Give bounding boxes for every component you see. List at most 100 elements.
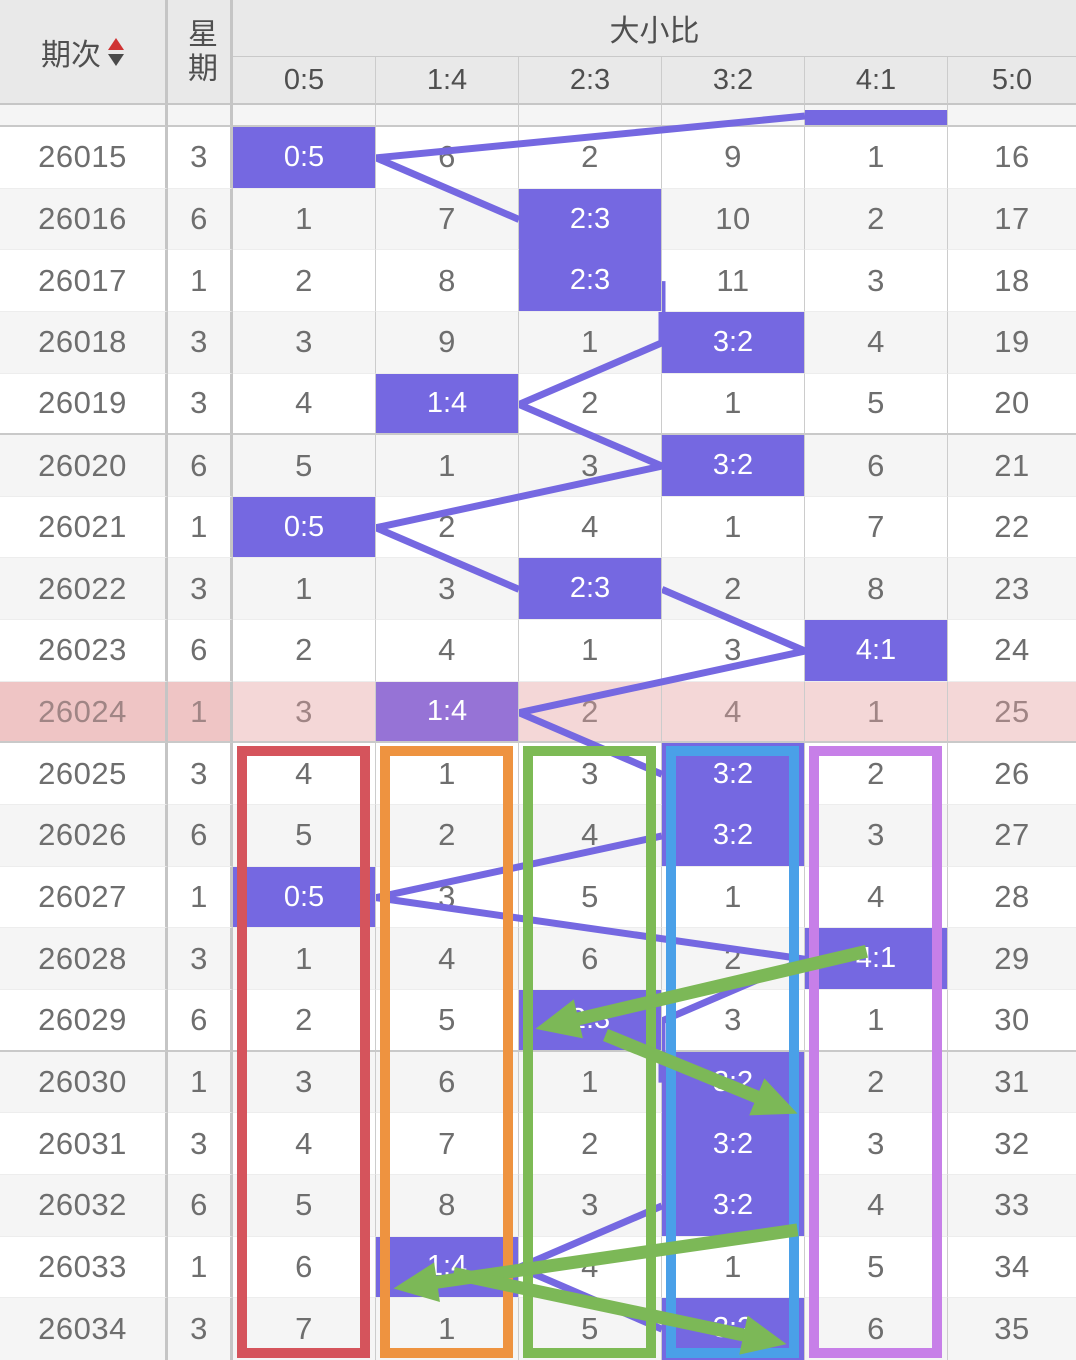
miss-count-cell: 1	[805, 989, 948, 1052]
period-cell: 26024	[0, 681, 168, 744]
miss-count-cell: 4	[519, 805, 662, 867]
miss-count-cell: 35	[948, 1298, 1076, 1360]
miss-count-cell: 24	[948, 620, 1076, 682]
period-cell: 26022	[0, 558, 168, 621]
miss-count-cell: 6	[519, 928, 662, 990]
miss-count-cell: 10	[662, 188, 805, 251]
miss-count-cell: 7	[805, 496, 948, 559]
miss-count-cell: 17	[948, 188, 1076, 251]
period-cell: 26017	[0, 250, 168, 312]
partial-prev-stat-cell	[376, 105, 519, 127]
ratio-hit-cell: 3:2	[662, 1113, 805, 1175]
miss-count-cell: 3	[519, 1174, 662, 1237]
miss-count-cell: 8	[805, 558, 948, 621]
partial-prev-stat-cell	[519, 105, 662, 127]
week-cell: 3	[168, 928, 233, 990]
miss-count-cell: 9	[376, 311, 519, 374]
miss-count-cell: 30	[948, 990, 1076, 1052]
miss-count-cell: 3	[233, 1051, 376, 1114]
miss-count-cell: 2	[233, 620, 376, 682]
miss-count-cell: 9	[662, 127, 805, 189]
sort-ascending-icon	[108, 37, 124, 50]
period-header-label: 期次	[41, 38, 101, 72]
miss-count-cell: 4	[662, 681, 805, 744]
miss-count-cell: 2	[805, 1051, 948, 1114]
miss-count-cell: 1	[376, 435, 519, 497]
miss-count-cell: 18	[948, 250, 1076, 312]
miss-count-cell: 2	[233, 250, 376, 312]
ratio-hit-cell: 0:5	[233, 496, 376, 559]
miss-count-cell: 3	[376, 866, 519, 929]
miss-count-cell: 3	[233, 681, 376, 744]
period-cell: 26029	[0, 989, 168, 1052]
period-cell: 26026	[0, 805, 168, 867]
miss-count-cell: 2	[519, 681, 662, 744]
period-cell: 26030	[0, 1051, 168, 1114]
miss-count-cell: 32	[948, 1113, 1076, 1175]
miss-count-cell: 3	[519, 743, 662, 806]
ratio-hit-cell: 2:3	[519, 989, 662, 1052]
ratio-hit-cell: 2:3	[519, 558, 662, 621]
miss-count-cell: 2	[233, 989, 376, 1052]
ratio-hit-cell: 3:2	[662, 311, 805, 374]
sort-arrows-icon	[108, 37, 124, 66]
week-cell: 6	[168, 1174, 233, 1237]
partial-prev-period-cell	[0, 105, 168, 127]
miss-count-cell: 3	[662, 620, 805, 682]
ratio-hit-cell: 1:4	[376, 373, 519, 436]
miss-count-cell: 3	[805, 1113, 948, 1175]
sort-descending-icon	[108, 53, 124, 66]
week-cell: 6	[168, 805, 233, 867]
ratio-group-header: 大小比	[233, 0, 1076, 57]
miss-count-cell: 1	[519, 1051, 662, 1114]
miss-count-cell: 8	[376, 1174, 519, 1237]
miss-count-cell: 26	[948, 743, 1076, 806]
miss-count-cell: 6	[376, 1051, 519, 1114]
miss-count-cell: 1	[662, 1236, 805, 1299]
ratio-column-header: 5:0	[948, 57, 1076, 105]
miss-count-cell: 1	[519, 620, 662, 682]
week-cell: 6	[168, 435, 233, 497]
miss-count-cell: 2	[519, 127, 662, 189]
miss-count-cell: 2	[519, 373, 662, 436]
ratio-hit-cell: 4:1	[805, 928, 948, 990]
miss-count-cell: 16	[948, 127, 1076, 189]
miss-count-cell: 3	[805, 805, 948, 867]
miss-count-cell: 4	[233, 743, 376, 806]
miss-count-cell: 29	[948, 928, 1076, 990]
partial-prev-week-cell	[168, 105, 233, 127]
ratio-column-header: 3:2	[662, 57, 805, 105]
miss-count-cell: 6	[805, 1298, 948, 1360]
week-cell: 3	[168, 1113, 233, 1175]
miss-count-cell: 4	[233, 373, 376, 436]
miss-count-cell: 5	[805, 1236, 948, 1299]
period-cell: 26023	[0, 620, 168, 682]
partial-prev-stat-cell	[948, 105, 1076, 127]
miss-count-cell: 1	[662, 496, 805, 559]
miss-count-cell: 20	[948, 374, 1076, 436]
week-cell: 3	[168, 558, 233, 621]
period-cell: 26015	[0, 127, 168, 189]
period-sort-header[interactable]: 期次	[0, 0, 168, 105]
miss-count-cell: 1	[233, 928, 376, 990]
miss-count-cell: 19	[948, 311, 1076, 374]
period-cell: 26034	[0, 1298, 168, 1360]
miss-count-cell: 28	[948, 867, 1076, 929]
ratio-hit-cell: 1:4	[376, 1236, 519, 1299]
week-cell: 3	[168, 311, 233, 374]
miss-count-cell: 5	[519, 866, 662, 929]
ratio-hit-cell: 1:4	[376, 681, 519, 744]
miss-count-cell: 5	[519, 1298, 662, 1360]
week-cell: 1	[168, 1236, 233, 1299]
miss-count-cell: 6	[233, 1236, 376, 1299]
week-cell: 6	[168, 989, 233, 1052]
miss-count-cell: 1	[805, 681, 948, 744]
period-cell: 26016	[0, 188, 168, 251]
miss-count-cell: 3	[662, 989, 805, 1052]
miss-count-cell: 2	[376, 805, 519, 867]
miss-count-cell: 6	[376, 127, 519, 189]
ratio-hit-cell: 3:2	[662, 743, 805, 806]
miss-count-cell: 4	[805, 1174, 948, 1237]
